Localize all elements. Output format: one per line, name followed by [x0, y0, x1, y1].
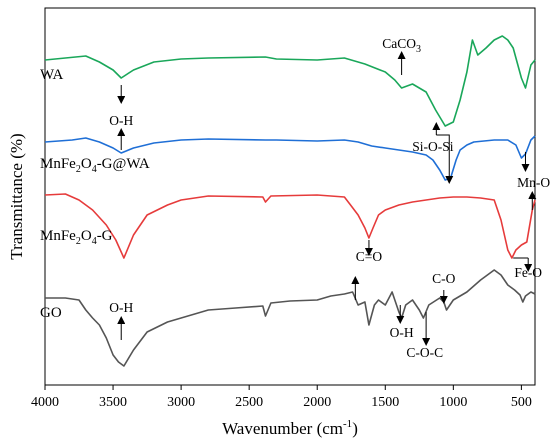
x-tick-label: 1000: [439, 395, 467, 410]
annotation-label: Mn-O: [517, 175, 550, 190]
annotation-label: Fe-O: [514, 265, 542, 280]
x-tick-label: 1500: [371, 395, 399, 410]
series-line: [44, 193, 536, 259]
annotation-label: CaCO3: [382, 36, 421, 55]
annotation-label: O-H: [109, 300, 133, 315]
series-label: MnFe2O4-G: [40, 228, 113, 247]
series-label: MnFe2O4-G@WA: [40, 156, 150, 175]
annotation-connector: [436, 134, 450, 165]
series-line: [45, 269, 536, 367]
x-tick-label: 4000: [31, 395, 59, 410]
x-tick-label: 2500: [235, 395, 263, 410]
x-tick-label: 2000: [303, 395, 331, 410]
y-axis-label: Transmittance (%): [7, 133, 26, 259]
annotation-label: O-H: [390, 325, 414, 340]
annotation-label: C=O: [356, 249, 383, 264]
x-tick-label: 500: [511, 395, 532, 410]
series-label: GO: [40, 305, 62, 321]
series-label: WA: [40, 67, 63, 83]
x-axis-label: Wavenumber (cm-1): [222, 418, 358, 438]
x-tick-label: 3500: [99, 395, 127, 410]
annotation-label: Si-O-Si: [412, 139, 454, 154]
annotation-label: C-O: [432, 271, 456, 286]
x-tick-label: 3000: [167, 395, 195, 410]
annotation-label: O-H: [109, 113, 133, 128]
series-line: [44, 135, 536, 181]
annotation-label: C-O-C: [406, 345, 443, 360]
series-line: [44, 35, 536, 127]
